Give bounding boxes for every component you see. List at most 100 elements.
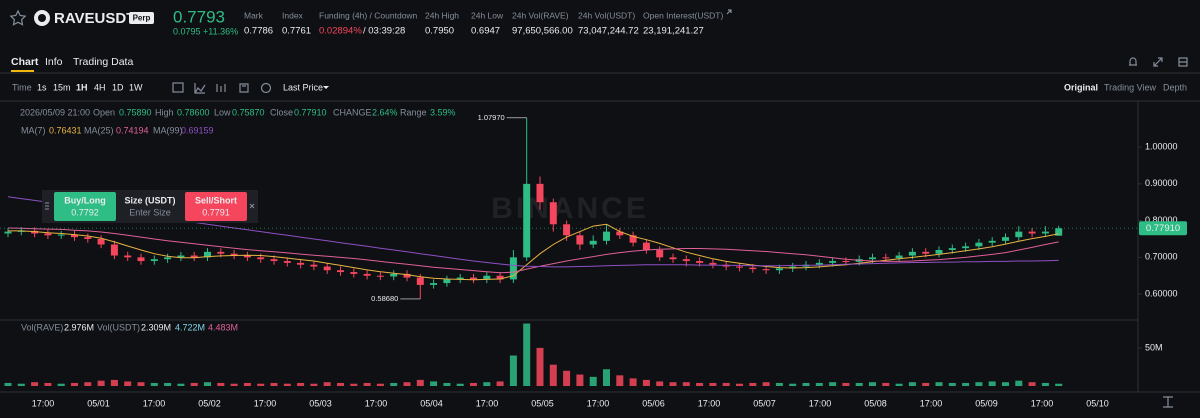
interval[interactable]: 4H [94, 82, 106, 92]
volume-bar [270, 382, 278, 386]
volume-bar [44, 382, 52, 386]
ma-line [7, 227, 1059, 274]
plot [0, 117, 1138, 386]
x-tick-label: 17:00 [254, 398, 277, 408]
interval[interactable]: 1W [129, 82, 143, 92]
interval[interactable]: 15m [53, 82, 71, 92]
volume-bar [935, 382, 943, 386]
tab[interactable]: Chart [11, 56, 39, 68]
volume-bar [642, 379, 650, 386]
layout-icon[interactable] [1178, 57, 1188, 67]
drag-handle[interactable] [45, 202, 49, 210]
candle-datetime: 2026/05/09 21:00 [20, 107, 90, 117]
volume-bar [536, 347, 544, 386]
volume-bar [71, 382, 78, 386]
interval[interactable]: 1D [112, 82, 124, 92]
view-option[interactable]: Original [1064, 82, 1098, 92]
volume-bar [110, 379, 118, 386]
x-tick-label: 05/03 [309, 398, 332, 408]
trade-widget: Buy/Long 0.7792 Size (USDT) Enter Size S… [42, 190, 258, 223]
badge: Perp [133, 14, 151, 23]
x-tick-label: 05/10 [1086, 398, 1109, 408]
toolbar-icons[interactable] [172, 82, 272, 94]
x-tick-label: 05/04 [420, 398, 443, 408]
volume-bar [323, 382, 331, 386]
sell-button[interactable] [185, 192, 247, 221]
candle-body [110, 244, 118, 256]
volume-bar [177, 383, 185, 386]
candle-body [709, 262, 717, 265]
tool-icon[interactable] [260, 82, 272, 94]
tab[interactable]: Trading Data [73, 56, 133, 68]
buy-label: Buy/Long [64, 195, 106, 205]
interval[interactable]: 1H [76, 82, 88, 92]
open-interest-icon[interactable] [726, 9, 732, 15]
calendar-icon[interactable] [172, 82, 184, 93]
watermark: BINANCE [491, 192, 649, 225]
candle-body [230, 253, 238, 256]
candle-body [217, 251, 225, 254]
settings-icon[interactable] [239, 83, 249, 93]
volume-bar [17, 383, 25, 386]
stat-value: 0.02894% [319, 26, 362, 37]
buy-price: 0.7792 [71, 207, 99, 217]
y-tick-label: 0.90000 [1145, 178, 1178, 188]
candle-body [270, 259, 278, 262]
view-option[interactable]: Depth [1163, 82, 1187, 92]
volume-bar [869, 382, 876, 386]
price-type[interactable]: Last Price [283, 82, 323, 92]
volume-ma-value: 4.722M [175, 322, 205, 332]
volume-bar [775, 382, 783, 386]
info-value: 0.77910 [294, 107, 327, 117]
volume-bar [696, 382, 704, 386]
volume-bar [390, 382, 398, 386]
buy-button[interactable] [54, 192, 116, 221]
candle-body [576, 235, 584, 245]
candle-body [243, 255, 251, 258]
view-option[interactable]: Trading View [1104, 82, 1157, 92]
volume-bar [1041, 382, 1049, 386]
x-tick-label: 17:00 [143, 398, 166, 408]
candle-body [895, 255, 903, 259]
volume-bar [789, 383, 797, 386]
volume-usdt-value: 2.309M [141, 322, 171, 332]
volume-bar [855, 382, 863, 386]
candle-body [749, 267, 757, 270]
size-input[interactable]: Enter Size [129, 207, 171, 217]
volume-bar [31, 382, 39, 386]
x-tick-label: 05/02 [198, 398, 221, 408]
info-value: 0.78600 [177, 107, 210, 117]
expand-icon[interactable] [1153, 57, 1163, 67]
reset-icon[interactable] [1163, 396, 1173, 408]
candle-body [616, 231, 624, 236]
candle-body [842, 261, 850, 263]
info-label: Low [214, 107, 231, 117]
volume-bar [709, 382, 717, 386]
candle-body [1002, 237, 1009, 241]
chart-type-icon[interactable] [216, 84, 226, 92]
candle-body [1055, 228, 1063, 236]
volume-bar [97, 380, 105, 386]
info-label: High [155, 107, 174, 117]
x-tick-label: 17:00 [698, 398, 721, 408]
info-value: 0.75870 [232, 107, 265, 117]
volume-bar [376, 383, 384, 386]
volume-bar [509, 355, 517, 386]
candle-body [656, 250, 664, 258]
interval[interactable]: 1s [37, 82, 47, 92]
indicator-icon[interactable] [194, 83, 206, 94]
volume-bar [962, 382, 970, 386]
x-tick-label: 05/01 [87, 398, 110, 408]
candle-body [775, 268, 783, 271]
tab-icons[interactable] [1129, 57, 1188, 67]
stat-value: 23,191,241.27 [643, 26, 704, 37]
volume-bar [456, 383, 464, 386]
badge-bg [129, 12, 154, 24]
volume-bar [204, 382, 211, 386]
volume-bar [669, 382, 677, 386]
close-widget[interactable] [249, 203, 255, 209]
tab[interactable]: Info [45, 56, 63, 68]
alert-icon[interactable] [1129, 57, 1137, 66]
favorite-star[interactable] [9, 9, 27, 26]
